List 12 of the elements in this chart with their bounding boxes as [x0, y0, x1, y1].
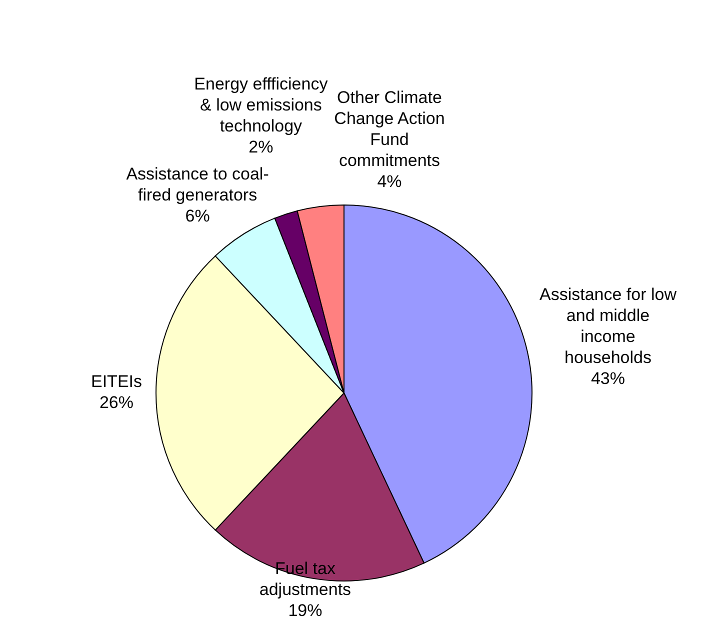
data-label: 2% [248, 137, 274, 156]
slice-label: Assistance for low and middle income households [539, 284, 678, 367]
data-label: 4% [377, 172, 402, 192]
data-label: 43% [590, 368, 625, 388]
slice-label: Energy effficiency & low emissions technology [194, 74, 328, 136]
data-label: 6% [185, 206, 210, 226]
data-label: 19% [288, 601, 322, 620]
data-label: 26% [99, 393, 134, 412]
slice-label: EITEIs [90, 372, 142, 391]
slice-label: Other Climate Change Action Fund commitments [334, 88, 445, 170]
slice-label: Assistance to coal- fired generators [126, 164, 269, 204]
slice-label: Fuel tax adjustments [259, 559, 352, 599]
